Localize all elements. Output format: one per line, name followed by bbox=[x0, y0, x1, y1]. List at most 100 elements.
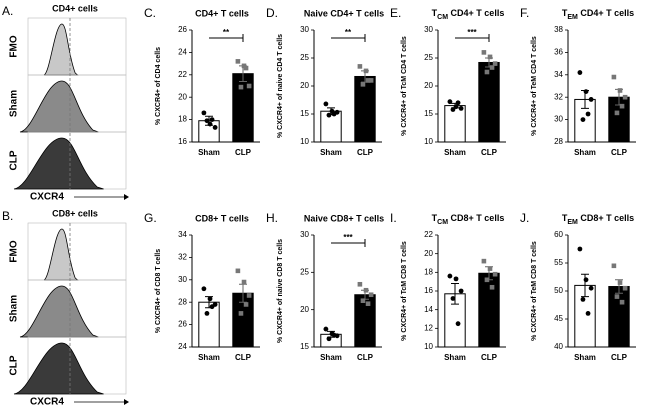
histogram bbox=[19, 285, 99, 338]
panel-label: F. bbox=[520, 6, 529, 20]
y-tick-label: 34 bbox=[178, 230, 187, 239]
panel-label: B. bbox=[2, 209, 13, 223]
y-tick-label: 26 bbox=[178, 320, 187, 329]
data-point bbox=[209, 117, 215, 122]
title-part: T bbox=[432, 213, 438, 223]
y-tick-label: 10 bbox=[300, 137, 309, 146]
data-point bbox=[323, 101, 329, 107]
x-tick-label: CLP bbox=[235, 353, 252, 362]
data-point bbox=[458, 106, 464, 111]
bar bbox=[198, 301, 220, 348]
significance-bracket bbox=[455, 34, 490, 42]
data-point bbox=[588, 285, 594, 291]
data-point bbox=[619, 299, 625, 305]
title-part: T bbox=[562, 213, 568, 223]
data-point bbox=[577, 70, 583, 75]
data-point bbox=[204, 118, 210, 124]
data-point bbox=[622, 94, 628, 100]
data-point bbox=[235, 268, 241, 274]
data-point bbox=[455, 321, 461, 327]
x-tick-label: CLP bbox=[357, 148, 374, 157]
data-point bbox=[241, 279, 247, 285]
data-point bbox=[617, 280, 623, 285]
data-point bbox=[484, 69, 490, 75]
data-point bbox=[447, 273, 453, 279]
y-axis-label: % CXCR4+ of TcM CD8 T cells bbox=[401, 241, 408, 341]
title-part: EM bbox=[567, 219, 578, 226]
panel-label: D. bbox=[266, 6, 278, 20]
data-point bbox=[489, 284, 495, 290]
data-point bbox=[481, 258, 487, 264]
data-point bbox=[363, 68, 369, 74]
x-tick-label: Sham bbox=[574, 353, 596, 362]
data-point bbox=[357, 64, 363, 69]
data-point bbox=[492, 271, 498, 277]
data-point bbox=[611, 74, 617, 80]
x-tick-label: Sham bbox=[320, 353, 342, 362]
data-point bbox=[368, 292, 374, 298]
data-point bbox=[622, 285, 628, 291]
significance-label: ** bbox=[345, 28, 352, 37]
data-point bbox=[331, 111, 337, 117]
title-part: T bbox=[562, 8, 568, 18]
y-tick-label: 18 bbox=[178, 115, 187, 124]
histogram bbox=[43, 228, 79, 281]
data-point bbox=[481, 50, 487, 55]
y-tick-label: 24 bbox=[178, 48, 187, 57]
bar bbox=[478, 272, 500, 348]
row-label: CLP bbox=[9, 355, 20, 375]
y-tick-label: 30 bbox=[554, 115, 563, 124]
data-point bbox=[447, 99, 453, 105]
y-tick-label: 20 bbox=[300, 81, 309, 90]
data-point bbox=[614, 110, 620, 116]
y-tick-label: 22 bbox=[424, 230, 433, 239]
title-part: T bbox=[432, 8, 438, 18]
panel-title: CD8+ cells bbox=[52, 208, 98, 218]
data-point bbox=[487, 266, 493, 271]
y-tick-label: 36 bbox=[554, 48, 563, 57]
data-point bbox=[365, 301, 371, 306]
histogram bbox=[13, 137, 104, 190]
x-tick-label: CLP bbox=[357, 353, 374, 362]
x-tick-label: Sham bbox=[444, 148, 466, 157]
data-point bbox=[246, 293, 252, 298]
y-tick-label: 14 bbox=[424, 305, 433, 314]
data-point bbox=[209, 304, 215, 310]
data-point bbox=[588, 97, 594, 102]
x-axis-label: CXCR4 bbox=[30, 192, 64, 203]
data-point bbox=[363, 287, 369, 293]
x-tick-label: Sham bbox=[198, 353, 220, 362]
panel-title: TCM CD8+ T cells bbox=[432, 213, 505, 226]
y-tick-label: 40 bbox=[554, 342, 563, 351]
data-point bbox=[611, 263, 617, 269]
title-part: CM bbox=[437, 219, 448, 226]
panel-label: E. bbox=[390, 6, 401, 20]
significance-label: ** bbox=[223, 28, 230, 37]
data-point bbox=[360, 82, 366, 87]
y-axis-label: % CXCR4+ of TeM CD8 T cells bbox=[531, 241, 538, 341]
y-tick-label: 30 bbox=[300, 25, 309, 34]
y-tick-label: 15 bbox=[300, 109, 309, 118]
panel-title: TEM CD4+ T cells bbox=[562, 8, 634, 21]
arrow-head bbox=[124, 194, 129, 200]
y-tick-label: 30 bbox=[300, 230, 309, 239]
row-label: Sham bbox=[9, 295, 20, 322]
y-tick-label: 25 bbox=[300, 267, 309, 276]
title-part: CD8+ T cells bbox=[448, 213, 504, 223]
data-point bbox=[212, 125, 218, 130]
y-tick-label: 20 bbox=[300, 305, 309, 314]
bar bbox=[478, 61, 500, 143]
data-point bbox=[583, 277, 589, 283]
panel-title: Naive CD4+ T cells bbox=[304, 8, 384, 18]
y-tick-label: 25 bbox=[300, 53, 309, 62]
histogram bbox=[13, 342, 104, 395]
significance-label: *** bbox=[343, 233, 353, 242]
y-tick-label: 50 bbox=[554, 286, 563, 295]
y-tick-label: 12 bbox=[424, 323, 433, 332]
data-point bbox=[238, 84, 244, 90]
y-tick-label: 20 bbox=[424, 249, 433, 258]
data-point bbox=[207, 121, 213, 127]
y-tick-label: 15 bbox=[300, 342, 309, 351]
data-point bbox=[326, 112, 332, 118]
